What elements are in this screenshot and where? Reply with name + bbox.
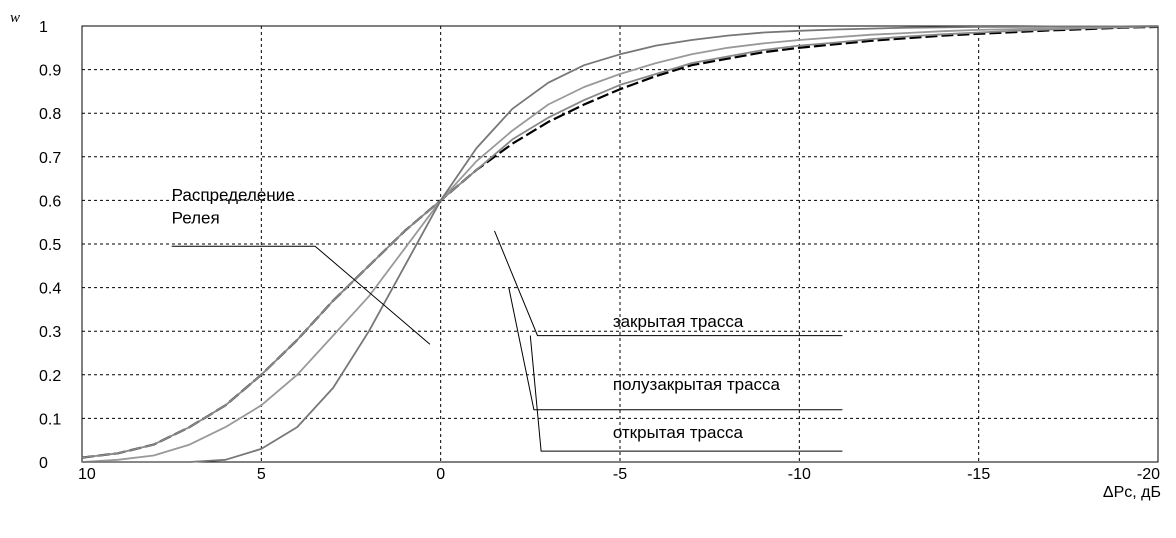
y-tick-label: 0.6	[39, 193, 61, 210]
annotation-label-0: Распределение	[172, 185, 295, 204]
annotation-leader-1	[494, 230, 843, 337]
annotation-leader-0	[171, 245, 431, 345]
x-tick-label: 10	[78, 466, 96, 483]
tick-layer: 10 5 0 -5 -10 -15 -20 0 0.1 0.2 0.3 0.4 0.5 0.6 0.7 0.8…	[39, 19, 1160, 483]
annotation-layer: Распределение Релея закрытая трасса полузак…	[171, 185, 843, 452]
y-tick-label: 0.3	[39, 324, 61, 341]
annotation-leader-3	[529, 335, 843, 452]
annotation-label-1: закрытая трасса	[613, 312, 744, 331]
y-axis-label: w	[10, 10, 20, 26]
x-tick-label: -20	[1137, 466, 1160, 483]
y-tick-label: 0.9	[39, 63, 61, 80]
grid-layer	[82, 26, 1158, 462]
annotation-leader-2	[508, 287, 843, 411]
series-line-2	[81, 25, 1159, 463]
x-tick-label: -5	[613, 466, 627, 483]
y-tick-label: 0.2	[39, 368, 61, 385]
x-tick-label: -15	[967, 466, 990, 483]
x-tick-label: 0	[436, 466, 445, 483]
y-tick-label: 0.4	[39, 281, 61, 298]
annotation-label-2: полузакрытая трасса	[613, 375, 781, 394]
y-tick-label: 1	[39, 19, 48, 36]
x-axis-label: ΔPc, дБ	[1103, 484, 1161, 501]
series-line-3	[82, 25, 1159, 463]
x-tick-label: -10	[788, 466, 811, 483]
y-tick-label: 0	[39, 455, 48, 472]
y-tick-label: 0.1	[39, 411, 61, 428]
y-tick-label: 0.5	[39, 237, 61, 254]
y-tick-label: 0.8	[39, 106, 61, 123]
annotation-label-0: Релея	[172, 208, 220, 227]
series-layer	[81, 25, 1159, 463]
y-tick-label: 0.7	[39, 150, 61, 167]
x-tick-label: 5	[257, 466, 266, 483]
series-line-1	[81, 25, 1159, 459]
annotation-label-3: открытая трасса	[613, 423, 744, 442]
